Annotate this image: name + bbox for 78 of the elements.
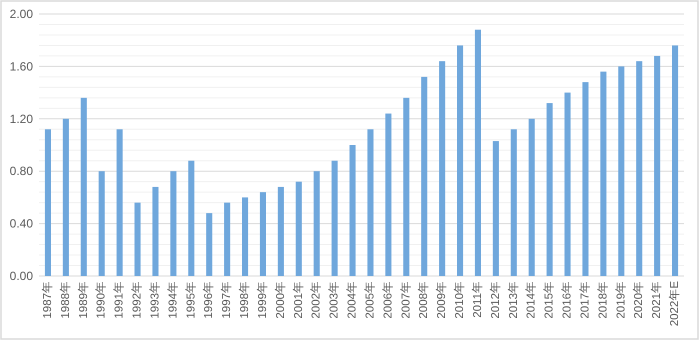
bar — [332, 160, 338, 276]
bar — [385, 114, 392, 276]
x-tick-label: 1996年 — [202, 281, 216, 319]
x-tick-label: 2002年 — [310, 281, 323, 319]
x-tick-label: 1995年 — [184, 281, 198, 319]
x-tick-label: 2022年E — [668, 280, 682, 326]
x-tick-label: 2009年 — [435, 281, 448, 319]
bar — [98, 171, 105, 276]
bar — [314, 171, 320, 276]
x-tick-label: 2020年 — [632, 281, 646, 319]
bar — [618, 66, 624, 276]
bar — [224, 202, 230, 276]
bar — [582, 82, 589, 276]
x-tick-label: 2021年 — [650, 281, 664, 319]
x-tick-label: 2017年 — [578, 281, 592, 319]
bar — [80, 98, 87, 276]
bar — [170, 171, 176, 276]
x-tick-label: 1992年 — [130, 281, 144, 319]
x-tick-label: 2019年 — [614, 281, 628, 319]
bar — [510, 129, 517, 276]
y-tick-label: 0.00 — [10, 269, 34, 283]
bar — [242, 197, 248, 276]
bar — [439, 61, 446, 276]
x-tick-label: 2012年 — [488, 281, 502, 319]
bar — [278, 186, 284, 276]
bar — [188, 160, 194, 276]
x-tick-label: 1994年 — [166, 281, 180, 319]
bar — [672, 45, 678, 276]
y-tick-label: 1.20 — [10, 112, 34, 126]
bar — [134, 202, 141, 276]
bar — [636, 61, 642, 276]
x-tick-label: 2014年 — [524, 281, 538, 319]
bar — [492, 141, 499, 276]
x-tick-label: 1989年 — [76, 281, 90, 319]
y-tick-label: 0.80 — [10, 164, 34, 178]
x-tick-label: 2008年 — [417, 281, 430, 319]
y-tick-label: 2.00 — [10, 7, 34, 21]
x-tick-label: 2000年 — [274, 281, 287, 319]
x-tick-label: 1998年 — [238, 281, 252, 319]
bar — [421, 76, 428, 276]
x-tick-label: 2018年 — [596, 281, 610, 319]
x-tick-label: 1988年 — [58, 281, 72, 319]
bar — [296, 182, 302, 276]
bar — [260, 192, 266, 276]
bar — [152, 186, 159, 276]
bar — [62, 118, 69, 276]
x-tick-label: 2003年 — [328, 281, 341, 319]
bar — [116, 129, 123, 276]
x-tick-label: 2001年 — [292, 281, 305, 319]
x-tick-label: 2004年 — [346, 281, 359, 319]
x-tick-label: 1999年 — [256, 281, 269, 319]
x-tick-label: 1987年 — [40, 281, 54, 319]
x-tick-label: 1997年 — [220, 281, 234, 319]
y-tick-label: 1.60 — [10, 59, 34, 74]
x-tick-label: 1990年 — [94, 281, 108, 319]
x-tick-label: 2006年 — [381, 281, 394, 319]
bar — [367, 129, 374, 276]
bar — [456, 45, 464, 276]
x-tick-label: 2005年 — [363, 281, 376, 319]
bar — [654, 56, 660, 276]
x-tick-label: 2011年 — [470, 281, 484, 318]
x-tick-label: 2007年 — [399, 281, 412, 319]
y-tick-label: 0.40 — [10, 216, 34, 231]
x-tick-label: 2015年 — [542, 281, 556, 319]
x-tick-label: 2013年 — [506, 281, 520, 319]
bar — [206, 213, 212, 276]
x-tick-label: 1993年 — [148, 281, 162, 319]
bar — [564, 92, 571, 276]
x-tick-label: 2016年 — [560, 281, 574, 319]
bar — [474, 30, 482, 276]
bar — [403, 98, 410, 276]
x-tick-label: 1991年 — [112, 281, 126, 319]
bar — [44, 129, 52, 276]
bar — [528, 118, 535, 276]
bar — [349, 145, 356, 276]
x-tick-label: 2010年 — [453, 281, 466, 319]
bar — [546, 103, 553, 276]
bar — [600, 72, 606, 276]
